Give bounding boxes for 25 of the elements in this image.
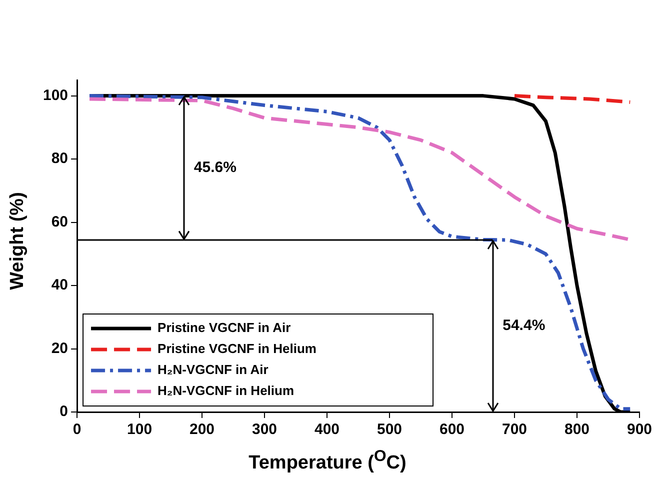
x-tick-label: 400 xyxy=(314,421,340,438)
x-tick-label: 700 xyxy=(502,421,528,438)
x-tick-label: 100 xyxy=(127,421,152,438)
y-axis-title: Weight (%) xyxy=(7,191,29,292)
legend-label: H₂N-VGCNF in Helium xyxy=(158,383,294,398)
legend-label: H₂N-VGCNF in Air xyxy=(158,362,268,378)
y-tick-label: 40 xyxy=(51,276,68,294)
x-tick-label: 200 xyxy=(190,421,215,438)
line-series xyxy=(512,94,632,104)
x-tick-label: 500 xyxy=(376,421,402,438)
annotation: 54.4% xyxy=(502,317,546,334)
x-tick-label: 0 xyxy=(72,421,82,438)
y-tick-label: 0 xyxy=(60,403,68,420)
x-tick-label: 800 xyxy=(564,421,590,438)
x-tick-label: 900 xyxy=(626,421,652,438)
annotation: 45.6% xyxy=(194,159,236,176)
x-axis-title: Temperature ($^{O}$C) xyxy=(248,448,408,474)
y-tick-label: 60 xyxy=(51,213,68,230)
y-tick-label: 100 xyxy=(42,86,68,104)
x-tick-label: 600 xyxy=(439,421,465,438)
legend-label: Pristine VGCNF in Air xyxy=(158,320,291,336)
legend-label: Pristine VGCNF in Helium xyxy=(158,341,316,356)
x-tick-label: 300 xyxy=(252,421,278,438)
y-tick-label: 80 xyxy=(51,150,68,168)
y-tick-label: 20 xyxy=(51,340,68,357)
